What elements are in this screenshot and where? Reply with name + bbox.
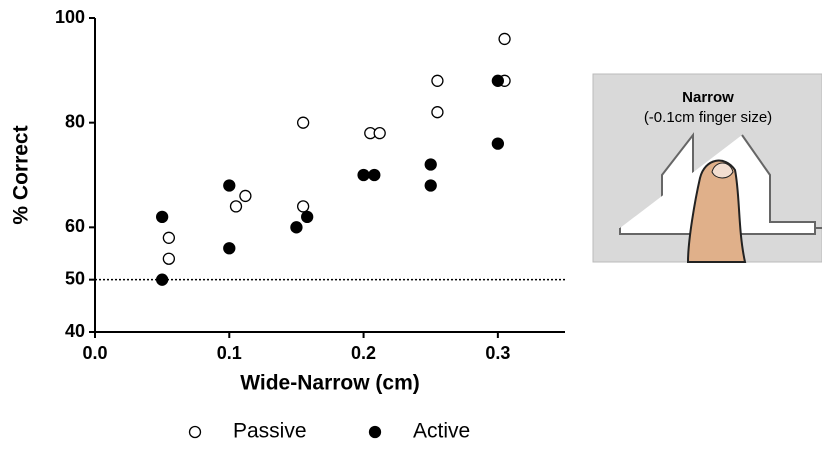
legend-label: Passive xyxy=(233,420,307,443)
point xyxy=(357,168,370,182)
inset: Narrow (-0.1cm finger size) xyxy=(592,73,822,263)
point xyxy=(290,221,303,234)
point xyxy=(424,158,437,171)
point xyxy=(229,200,243,213)
fingernail xyxy=(711,162,734,179)
inset-caption: (-0.1cm finger size) xyxy=(644,109,772,126)
point xyxy=(431,74,444,87)
point xyxy=(155,273,169,286)
point xyxy=(162,231,176,244)
y-tick-label: 40 xyxy=(65,321,85,341)
point xyxy=(301,210,314,224)
y-tick-label: 100 xyxy=(55,7,85,27)
point xyxy=(491,137,505,150)
point xyxy=(431,106,444,119)
y-tick-label: 60 xyxy=(65,216,85,236)
legend-marker xyxy=(368,425,382,439)
x-tick-label: 0.1 xyxy=(217,343,242,363)
point xyxy=(491,74,505,87)
x-axis-label: Wide-Narrow (cm) xyxy=(240,372,420,395)
x-tick-label: 0.3 xyxy=(485,343,510,363)
point xyxy=(155,210,169,224)
point xyxy=(368,168,381,182)
x-tick-label: 0.0 xyxy=(82,343,107,363)
legend-marker xyxy=(188,425,202,439)
point xyxy=(424,179,437,192)
finger xyxy=(686,159,747,263)
y-tick-label: 50 xyxy=(65,268,85,288)
point xyxy=(223,179,236,192)
point xyxy=(162,252,176,265)
inset-title: Narrow xyxy=(682,89,734,106)
point xyxy=(296,200,310,213)
y-axis-label: % Correct xyxy=(10,125,33,224)
point xyxy=(223,242,236,255)
point xyxy=(498,32,511,46)
point xyxy=(239,189,252,203)
point xyxy=(296,116,310,129)
legend-label: Active xyxy=(413,420,470,443)
x-tick-label: 0.2 xyxy=(351,343,376,363)
y-tick-label: 80 xyxy=(65,111,85,131)
point xyxy=(373,126,386,140)
